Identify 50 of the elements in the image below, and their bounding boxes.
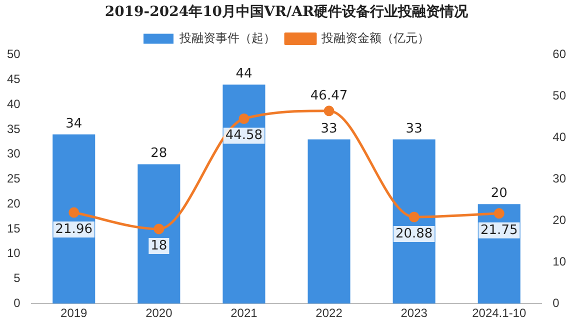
point — [68, 207, 80, 218]
data-label: 21.96 — [55, 222, 92, 237]
bar — [52, 134, 96, 304]
data-label: 46.47 — [310, 88, 348, 104]
y-tick-label: 50 — [6, 47, 21, 62]
bar — [392, 139, 436, 304]
x-tick-label: 2022 — [316, 306, 343, 320]
y-tick-label: 0 — [14, 296, 21, 310]
bar — [138, 164, 180, 304]
data-label: 44.58 — [225, 128, 263, 144]
y2-tick-label: 10 — [552, 254, 566, 268]
y2-tick-label: 50 — [552, 88, 566, 103]
y-tick-label: 10 — [6, 246, 21, 260]
legend-label: 投融资金额（亿元） — [320, 30, 430, 45]
chart-title: 2019-2024年10月中国VR/AR硬件设备行业投融资情况 — [104, 4, 470, 20]
y-tick-label: 30 — [6, 146, 21, 161]
y-tick-label: 5 — [14, 271, 21, 286]
y2-tick-label: 30 — [552, 172, 566, 186]
y-tick-label: 20 — [6, 196, 21, 210]
x-tick-label: 2020 — [146, 306, 173, 320]
data-label: 21.75 — [480, 222, 518, 238]
point — [408, 212, 420, 222]
x-tick-label: 2019 — [60, 306, 88, 320]
legend-label: 投融资事件（起） — [178, 30, 276, 45]
data-label: 34 — [66, 116, 82, 132]
x-tick-label: 2023 — [400, 306, 428, 320]
y2-tick-label: 60 — [552, 47, 566, 62]
y2-tick-label: 20 — [552, 212, 566, 227]
bar — [308, 139, 350, 304]
data-label: 18 — [150, 238, 168, 254]
point — [494, 208, 504, 219]
x-tick-label: 2021 — [230, 306, 258, 320]
data-label: 28 — [150, 146, 168, 162]
y-tick-label: 25 — [6, 172, 21, 186]
y2-tick-label: 40 — [552, 130, 566, 144]
data-label: 33 — [406, 121, 422, 136]
data-label: 33 — [320, 121, 338, 136]
data-label: 44 — [236, 66, 252, 82]
y-tick-label: 40 — [6, 96, 21, 111]
point — [154, 224, 164, 234]
point — [324, 106, 334, 116]
bar — [222, 84, 266, 304]
x-tick-label: 2024.1-10 — [472, 306, 526, 320]
y-tick-label: 15 — [6, 221, 21, 236]
y-tick-label: 35 — [6, 122, 21, 136]
data-label: 20.88 — [395, 226, 433, 242]
y2-tick-label: 0 — [552, 296, 560, 310]
data-label: 20 — [490, 186, 508, 201]
y-tick-label: 45 — [6, 72, 21, 86]
point — [238, 113, 250, 124]
